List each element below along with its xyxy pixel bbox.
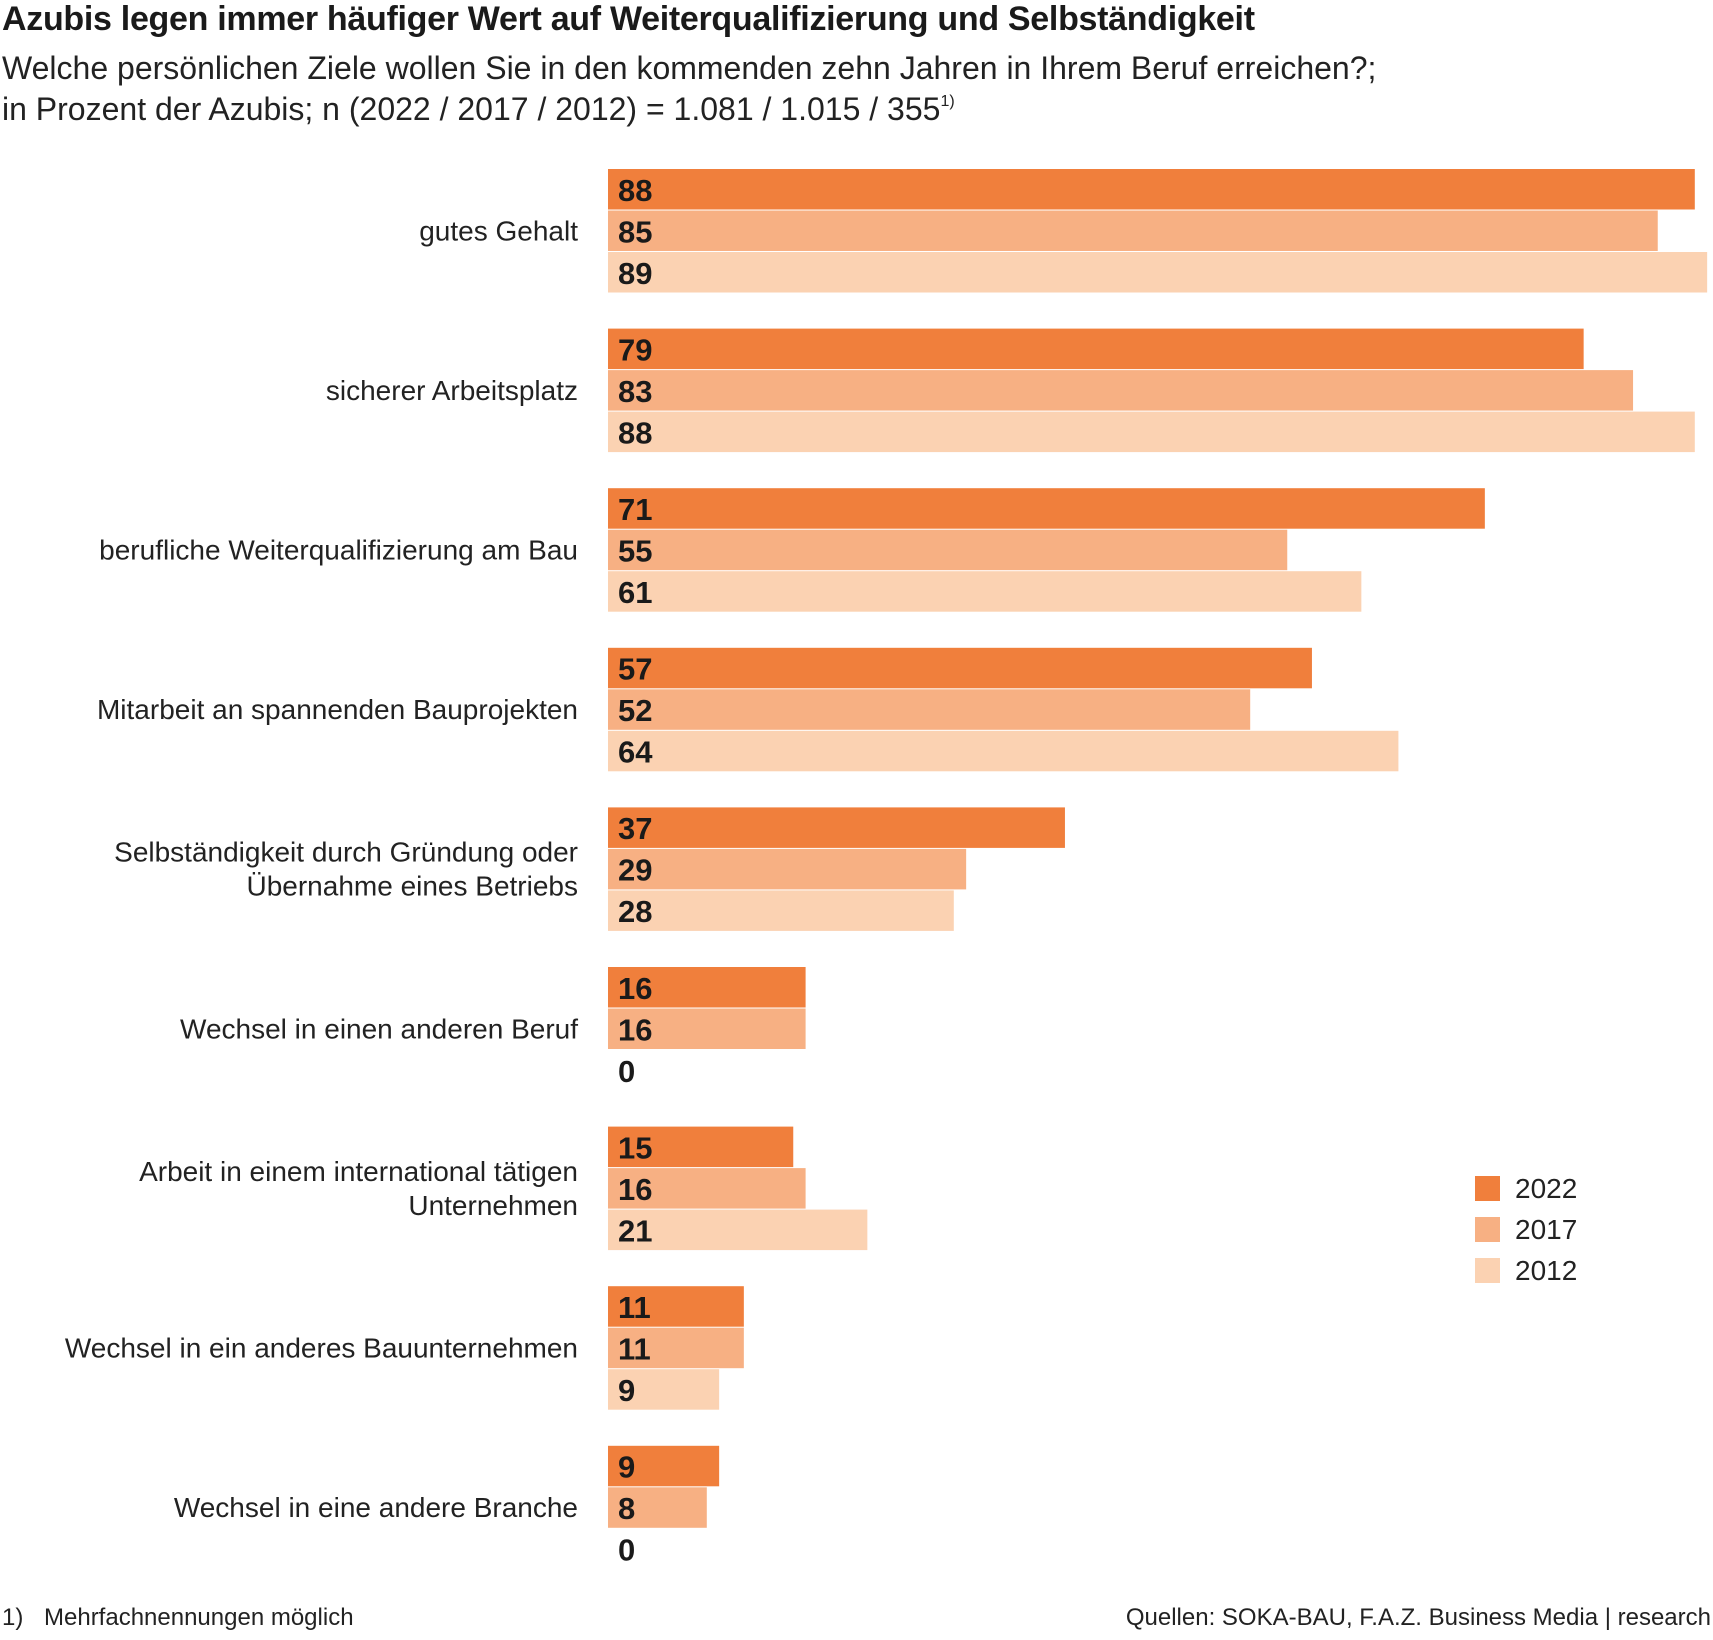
legend-item-2022: 2022 — [1475, 1168, 1577, 1209]
legend-item-2012: 2012 — [1475, 1250, 1577, 1291]
data-label: 79 — [618, 332, 652, 367]
legend-item-2017: 2017 — [1475, 1209, 1577, 1250]
data-label: 52 — [618, 693, 652, 728]
legend-label-2017: 2017 — [1515, 1213, 1578, 1245]
data-label: 21 — [618, 1213, 652, 1248]
chart-title: Azubis legen immer häufiger Wert auf Wei… — [2, 0, 1255, 38]
data-label: 83 — [618, 374, 652, 409]
data-label: 57 — [618, 652, 652, 687]
bar-2017 — [608, 1327, 744, 1369]
bar-2012 — [608, 1369, 720, 1410]
bar-2017 — [608, 1487, 707, 1528]
category-label: berufliche Weiterqualifizierung am Bau — [99, 534, 578, 565]
data-label: 88 — [618, 173, 652, 208]
category-label: Arbeit in einem international tätigen — [139, 1156, 578, 1187]
bar-2012 — [608, 1209, 868, 1251]
bar-2012 — [608, 571, 1362, 612]
data-label: 61 — [618, 575, 652, 610]
bar-2022 — [608, 1126, 794, 1168]
footnote-marker: 1) — [2, 1604, 24, 1631]
category-label: gutes Gehalt — [419, 215, 578, 246]
bar-2022 — [608, 488, 1485, 529]
data-label: 16 — [618, 1172, 652, 1207]
category-label: Mitarbeit an spannenden Bauprojekten — [97, 694, 578, 725]
legend-swatch-2012 — [1475, 1258, 1500, 1283]
bar-2017 — [608, 370, 1634, 411]
bar-2022 — [608, 328, 1584, 370]
bar-2012 — [608, 730, 1399, 772]
bar-2012 — [608, 252, 1708, 293]
data-label: 88 — [618, 415, 652, 450]
bar-2022 — [608, 1445, 720, 1487]
bar-2017 — [608, 529, 1288, 571]
bar-2022 — [608, 647, 1312, 689]
data-label: 85 — [618, 214, 652, 249]
subtitle-line-2: in Prozent der Azubis; n (2022 / 2017 / … — [2, 89, 1376, 130]
data-label: 11 — [618, 1331, 651, 1366]
category-label: Wechsel in ein anderes Bauunternehmen — [65, 1332, 578, 1363]
data-label: 29 — [618, 853, 652, 888]
bar-2022 — [608, 967, 806, 1008]
bar-2017 — [608, 210, 1658, 251]
data-label: 9 — [618, 1450, 635, 1485]
bar-2012 — [608, 411, 1695, 453]
bar-2022 — [608, 1286, 744, 1327]
legend-swatch-2022 — [1475, 1176, 1500, 1201]
data-label: 16 — [618, 971, 652, 1006]
bar-2017 — [608, 1168, 806, 1209]
subtitle-footnote-ref: 1) — [940, 93, 955, 110]
legend: 2022 2017 2012 — [1475, 1168, 1577, 1291]
bar-2022 — [608, 169, 1695, 210]
legend-label-2022: 2022 — [1515, 1172, 1578, 1204]
subtitle-line-1: Welche persönlichen Ziele wollen Sie in … — [2, 50, 1377, 86]
category-label: Unternehmen — [408, 1190, 578, 1221]
legend-swatch-2017 — [1475, 1217, 1500, 1242]
data-label: 89 — [618, 256, 652, 291]
data-label: 11 — [618, 1290, 651, 1325]
footnote: 1) Mehrfachnennungen möglich — [2, 1604, 354, 1632]
data-label: 71 — [618, 492, 652, 527]
bar-2017 — [608, 1008, 806, 1049]
legend-label-2012: 2012 — [1515, 1254, 1578, 1286]
chart-subtitle: Welche persönlichen Ziele wollen Sie in … — [2, 48, 1376, 130]
data-label: 16 — [618, 1012, 652, 1047]
category-label: Wechsel in eine andere Branche — [174, 1492, 578, 1523]
data-label: 0 — [618, 1533, 635, 1568]
bar-2022 — [608, 807, 1065, 848]
bar-2017 — [608, 848, 967, 890]
data-label: 64 — [618, 735, 653, 770]
category-label: sicherer Arbeitsplatz — [326, 375, 578, 406]
bar-2012 — [608, 890, 954, 931]
subtitle-line-2-text: in Prozent der Azubis; n (2022 / 2017 / … — [2, 91, 941, 127]
category-label: Selbständigkeit durch Gründung oder — [114, 837, 578, 868]
category-label: Wechsel in einen anderen Beruf — [180, 1013, 578, 1044]
data-label: 28 — [618, 894, 652, 929]
bar-2017 — [608, 689, 1251, 730]
source-note: Quellen: SOKA-BAU, F.A.Z. Business Media… — [1125, 1604, 1711, 1631]
category-label: Übernahme eines Betriebs — [246, 871, 578, 902]
data-label: 8 — [618, 1491, 635, 1526]
footnote-text: Mehrfachnennungen möglich — [44, 1604, 354, 1631]
data-label: 9 — [618, 1373, 635, 1408]
data-label: 0 — [618, 1054, 635, 1089]
data-label: 15 — [618, 1130, 652, 1165]
data-label: 55 — [618, 533, 652, 568]
data-label: 37 — [618, 811, 652, 846]
